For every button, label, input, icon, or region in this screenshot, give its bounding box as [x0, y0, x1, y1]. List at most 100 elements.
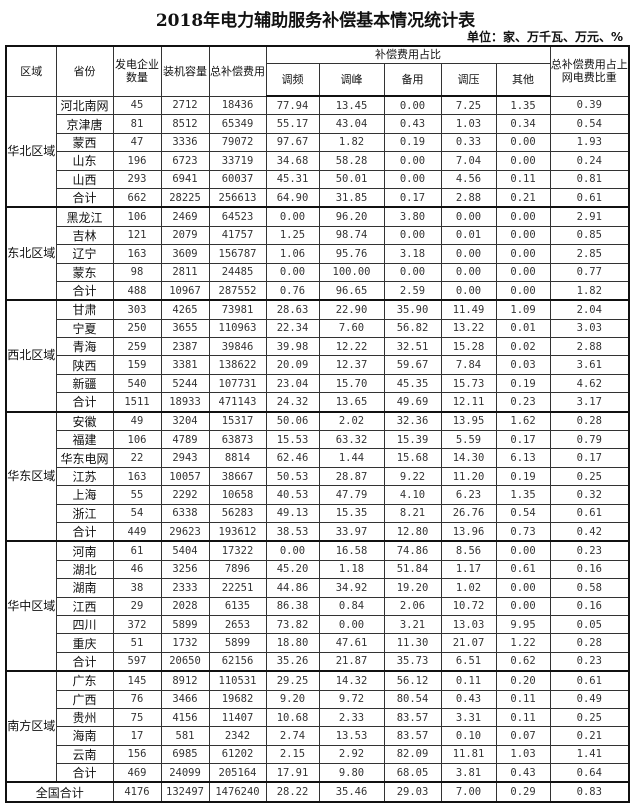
province-cell: 合计: [55, 763, 114, 784]
province-cell: 广东: [55, 670, 114, 691]
value-cell: 0.00: [440, 280, 497, 302]
value-cell: 0.25: [549, 707, 630, 728]
value-cell: 0.00: [495, 596, 551, 616]
value-cell: 55: [112, 485, 162, 505]
value-cell: 12.37: [318, 355, 385, 375]
value-cell: 2712: [160, 95, 210, 116]
value-cell: 0.19: [495, 373, 551, 394]
value-cell: 9.95: [495, 614, 551, 635]
value-cell: 471143: [208, 392, 267, 413]
value-cell: 0.23: [549, 540, 630, 561]
value-cell: 3.31: [440, 707, 497, 728]
value-cell: 68.05: [383, 763, 442, 784]
value-cell: 250: [112, 318, 162, 339]
value-cell: 33719: [208, 151, 267, 171]
value-cell: 17: [112, 726, 162, 746]
value-cell: 0.00: [495, 540, 551, 561]
value-cell: 18436: [208, 95, 267, 116]
value-cell: 18.80: [265, 633, 320, 653]
value-cell: 0.00: [440, 206, 497, 227]
header-share-group: 补偿费用占比: [265, 45, 551, 64]
value-cell: 7.25: [440, 95, 497, 116]
province-cell: 贵州: [55, 707, 114, 728]
compensation-table: 区域 省份 发电企业数量 装机容量 总补偿费用 补偿费用占比 总补偿费用占上网电…: [5, 45, 631, 803]
value-cell: 62.46: [265, 448, 320, 468]
province-cell: 山东: [55, 151, 114, 171]
value-cell: 6.51: [440, 651, 497, 673]
value-cell: 121: [112, 225, 162, 246]
table-row: 蒙西 47 3336 79072 97.67 1.82 0.19 0.33 0.00 1.93: [6, 132, 630, 153]
value-cell: 2.88: [549, 337, 630, 357]
table-row: 四川 372 5899 2653 73.82 0.00 3.21 13.03 9.95 0.05: [6, 614, 630, 635]
province-cell: 河北南网: [55, 95, 114, 116]
value-cell: 0.16: [549, 596, 630, 616]
value-cell: 8912: [160, 670, 210, 691]
value-cell: 1.09: [495, 299, 551, 320]
value-cell: 26.76: [440, 503, 497, 523]
value-cell: 50.53: [265, 466, 320, 487]
value-cell: 2387: [160, 337, 210, 357]
table-row: 福建 106 4789 63873 15.53 63.32 15.39 5.59 0.17 0.7…: [6, 430, 630, 450]
value-cell: 38.53: [265, 521, 320, 543]
value-cell: 7.04: [440, 151, 497, 171]
value-cell: 0.05: [549, 614, 630, 635]
value-cell: 0.11: [495, 707, 551, 728]
value-cell: 2.33: [318, 707, 385, 728]
value-cell: 0.54: [549, 114, 630, 134]
value-cell: 0.00: [383, 225, 442, 246]
table-row: 南方区域 广东 145 8912 110531 29.25 14.32 56.12 0.11 0.…: [5, 670, 630, 784]
province-cell: 湖北: [55, 559, 114, 580]
value-cell: 4789: [160, 430, 210, 450]
table-row: 吉林 121 2079 41757 1.25 98.74 0.00 0.01 0.00 0.85: [6, 225, 630, 246]
value-cell: 7896: [208, 559, 267, 580]
value-cell: 51.84: [383, 559, 442, 580]
table-row: 上海 55 2292 10658 40.53 47.79 4.10 6.23 1.35 0.32: [6, 485, 630, 505]
value-cell: 106: [112, 430, 162, 450]
table-row: 山西 293 6941 60037 45.31 50.01 0.00 4.56 0.11 0.81: [6, 169, 630, 189]
value-cell: 50.06: [265, 411, 320, 432]
page-title: 2018年电力辅助服务补偿基本情况统计表: [155, 11, 476, 31]
province-cell: 江西: [55, 596, 114, 616]
value-cell: 28.22: [265, 781, 320, 803]
value-cell: 0.81: [549, 169, 630, 189]
table-row: 华中区域 河南 61 5404 17322 0.00 16.58 74.86 8.56 0.00 0…: [5, 540, 630, 673]
value-cell: 10.72: [440, 596, 497, 616]
value-cell: 75: [112, 707, 162, 728]
province-cell: 甘肃: [55, 299, 114, 320]
value-cell: 159: [112, 355, 162, 375]
value-cell: 15.35: [318, 503, 385, 523]
value-cell: 303: [112, 299, 162, 320]
value-cell: 39846: [208, 337, 267, 357]
value-cell: 0.61: [549, 670, 630, 691]
value-cell: 0.24: [549, 151, 630, 171]
value-cell: 0.23: [549, 651, 630, 673]
value-cell: 1.82: [549, 280, 630, 302]
value-cell: 1.22: [495, 633, 551, 653]
value-cell: 256613: [208, 187, 267, 209]
value-cell: 1.62: [495, 411, 551, 432]
value-cell: 14.32: [318, 670, 385, 691]
value-cell: 49.13: [265, 503, 320, 523]
value-cell: 21.87: [318, 651, 385, 673]
value-cell: 0.28: [549, 411, 630, 432]
value-cell: 15317: [208, 411, 267, 432]
value-cell: 4156: [160, 707, 210, 728]
value-cell: 0.43: [440, 689, 497, 709]
value-cell: 0.00: [495, 244, 551, 264]
value-cell: 39.98: [265, 337, 320, 357]
value-cell: 32.36: [383, 411, 442, 432]
value-cell: 0.00: [495, 262, 551, 282]
value-cell: 63.32: [318, 430, 385, 450]
value-cell: 2333: [160, 578, 210, 598]
header-peak: 调峰: [318, 62, 385, 97]
value-cell: 56283: [208, 503, 267, 523]
value-cell: 0.21: [495, 187, 551, 209]
value-cell: 10658: [208, 485, 267, 505]
value-cell: 96.20: [318, 206, 385, 227]
value-cell: 2.92: [318, 744, 385, 765]
value-cell: 61202: [208, 744, 267, 765]
header-reserve: 备用: [383, 62, 442, 97]
value-cell: 2.06: [383, 596, 442, 616]
value-cell: 98.74: [318, 225, 385, 246]
value-cell: 35.90: [383, 299, 442, 320]
